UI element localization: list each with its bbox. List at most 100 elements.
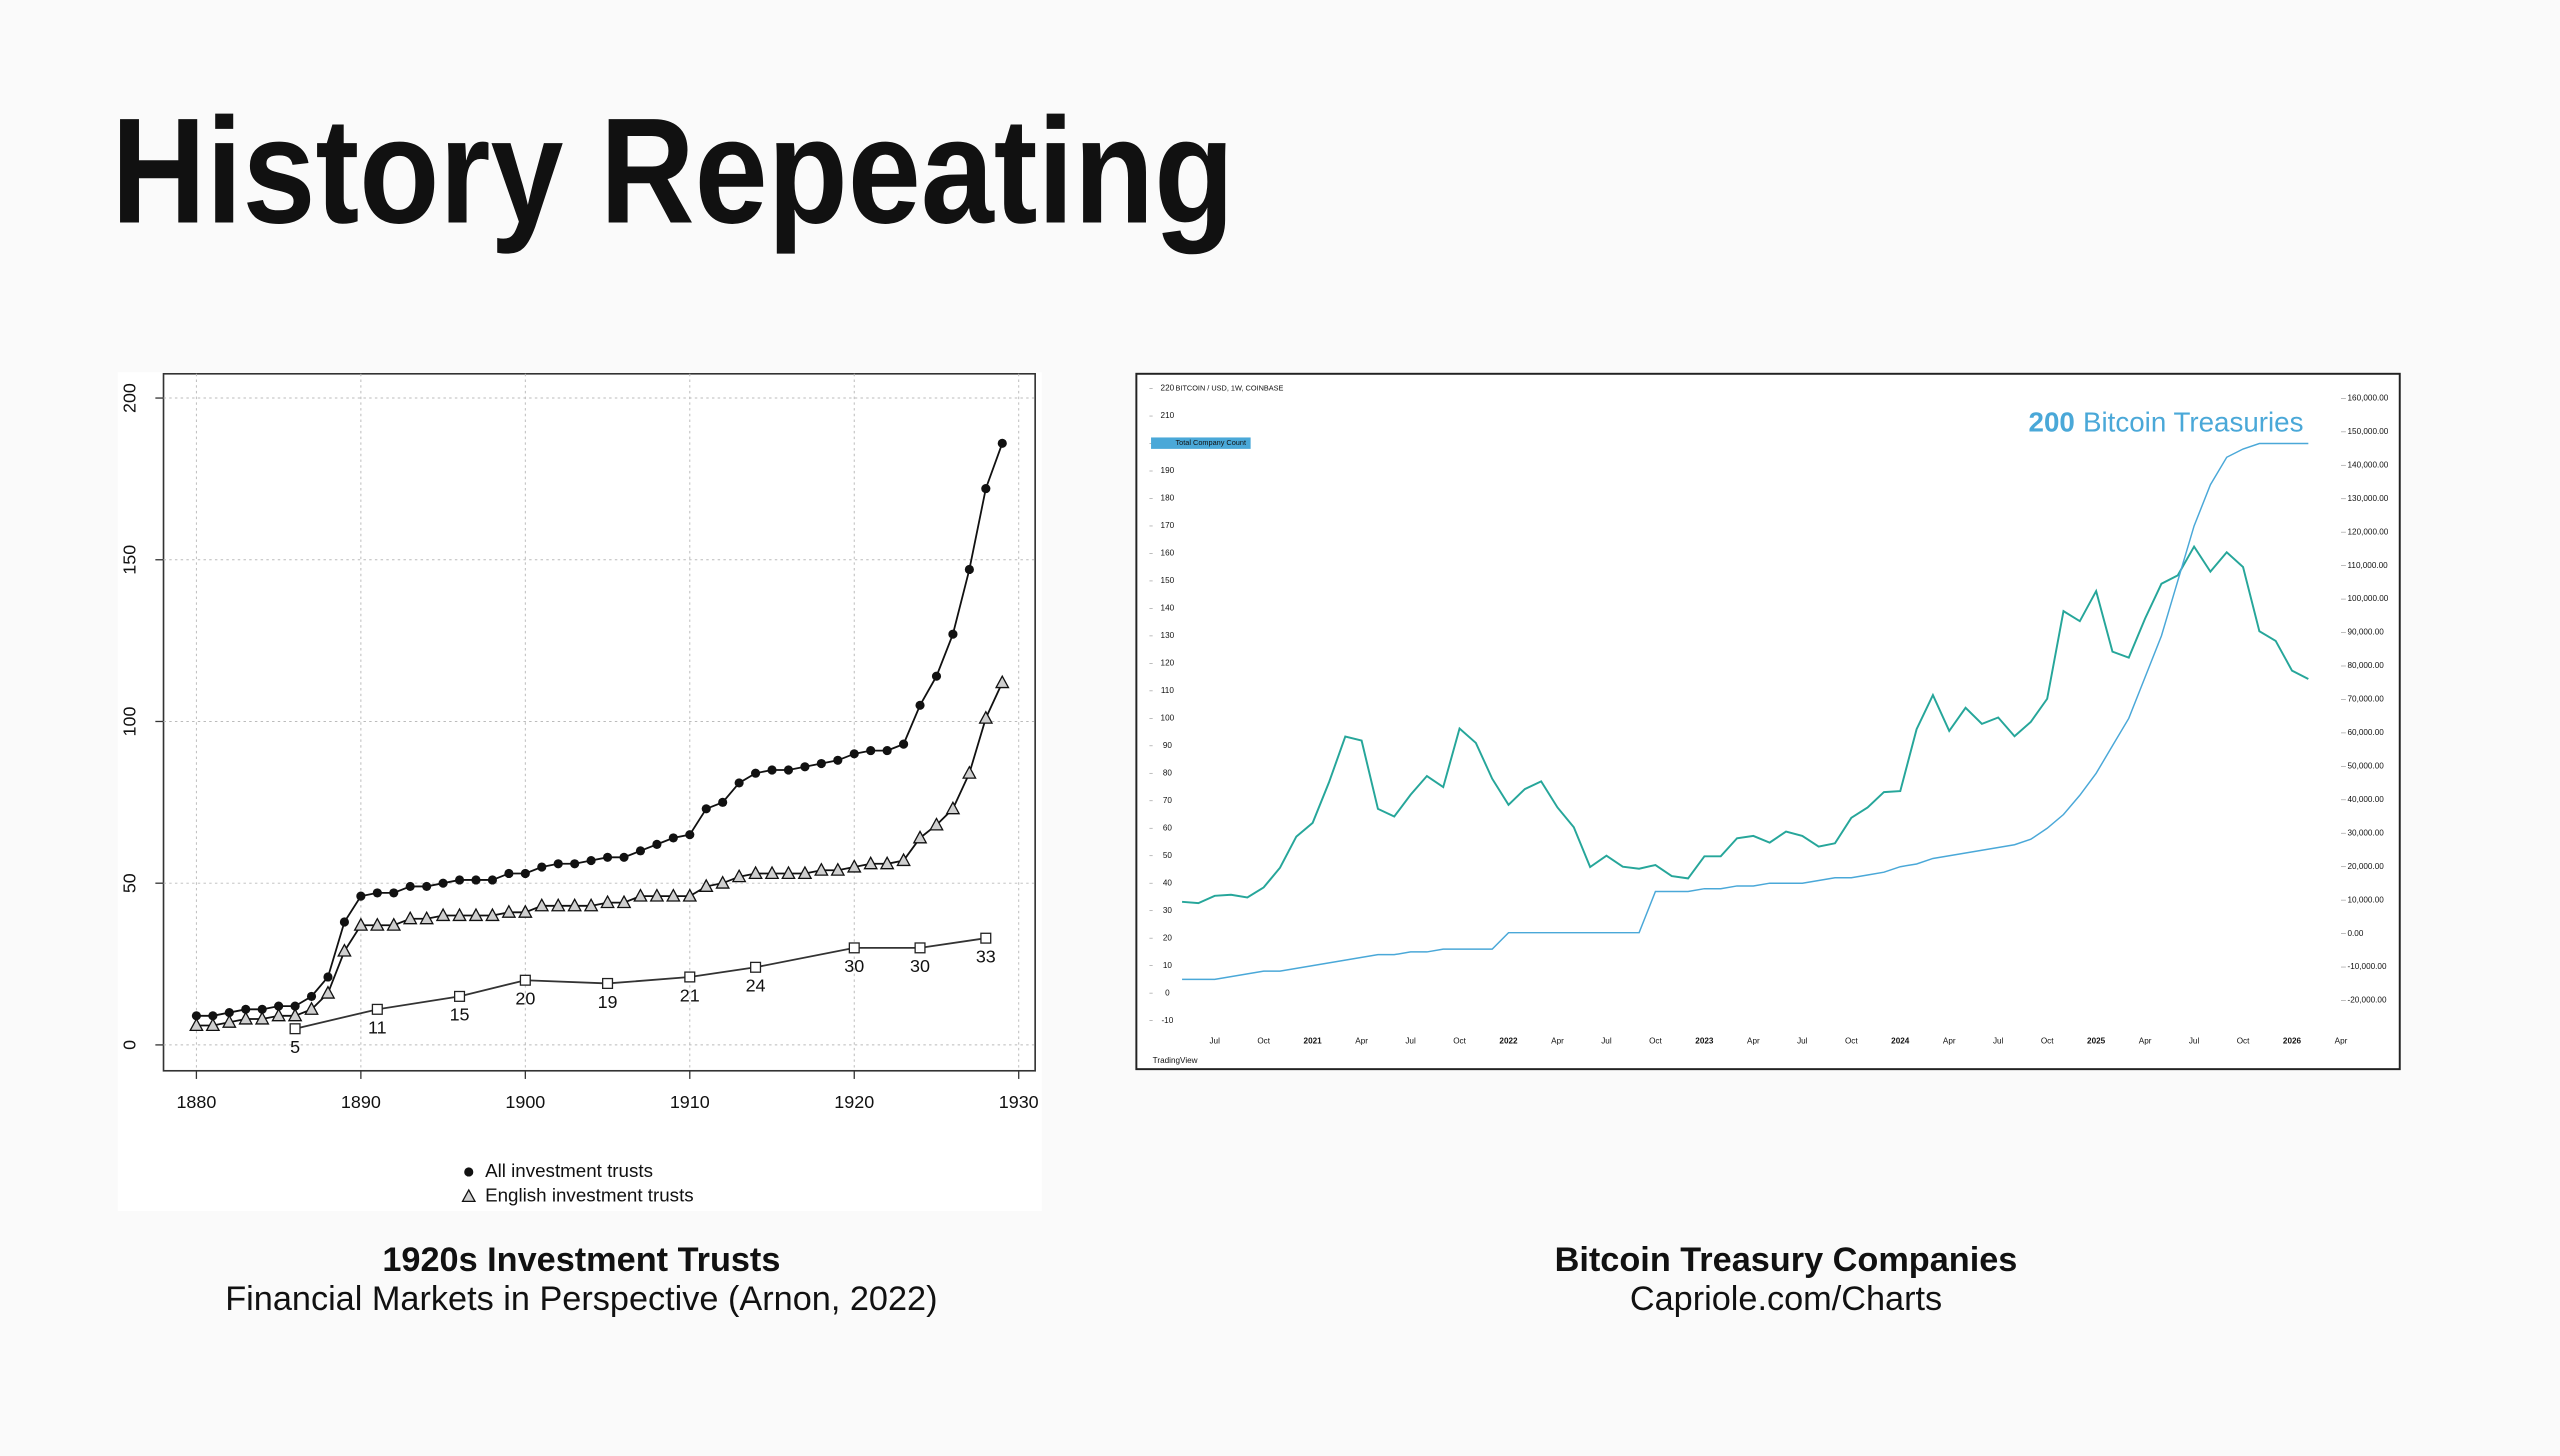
data-point bbox=[978, 710, 994, 724]
legend-label: Total Company Count bbox=[1176, 438, 1246, 447]
data-point bbox=[701, 804, 711, 814]
data-point bbox=[306, 991, 317, 1001]
data-point bbox=[800, 762, 810, 772]
data-point bbox=[718, 797, 728, 807]
y-tick-label: 70 bbox=[1163, 796, 1173, 805]
data-label: 30 bbox=[910, 956, 930, 976]
data-point bbox=[238, 1011, 254, 1025]
data-point bbox=[405, 881, 415, 891]
data-point bbox=[320, 985, 336, 999]
chart-source: Financial Markets in Perspective (Arnon,… bbox=[225, 1280, 937, 1318]
data-point bbox=[783, 765, 794, 775]
y2-tick-label: 70,000.00 bbox=[2348, 695, 2385, 704]
data-point bbox=[254, 1011, 270, 1025]
data-point bbox=[370, 917, 385, 931]
data-point bbox=[764, 865, 780, 880]
x-tick-label: Oct bbox=[1257, 1037, 1270, 1046]
data-point bbox=[454, 875, 465, 885]
y2-tick-label: 40,000.00 bbox=[2348, 795, 2385, 804]
data-point bbox=[553, 859, 563, 869]
y2-tick-label: 150,000.00 bbox=[2348, 427, 2389, 436]
data-point bbox=[189, 1017, 204, 1032]
y-tick-label: 10 bbox=[1163, 961, 1173, 970]
y-tick-label: 200 bbox=[120, 383, 140, 413]
chart-caption: Bitcoin Treasury Companies bbox=[1555, 1241, 2018, 1279]
data-point bbox=[600, 894, 615, 909]
x-tick-label: 1900 bbox=[505, 1092, 545, 1112]
data-point bbox=[668, 833, 678, 843]
chart-panel bbox=[1135, 372, 2401, 1071]
data-point bbox=[567, 897, 582, 912]
data-point bbox=[751, 768, 761, 778]
data-point bbox=[619, 852, 629, 862]
data-label: 11 bbox=[368, 1018, 387, 1038]
data-point bbox=[994, 674, 1010, 689]
y-tick-label: 170 bbox=[1161, 521, 1175, 530]
y2-tick-label: 30,000.00 bbox=[2348, 828, 2385, 837]
legend-marker bbox=[464, 1167, 474, 1177]
y2-tick-label: -10,000.00 bbox=[2348, 962, 2387, 971]
data-point bbox=[485, 907, 500, 922]
y-tick-label: 180 bbox=[1161, 494, 1175, 503]
y-tick-label: 210 bbox=[1161, 411, 1175, 420]
data-point bbox=[980, 932, 992, 944]
x-tick-label: Oct bbox=[1649, 1037, 1662, 1046]
x-tick-label: Apr bbox=[1943, 1037, 1956, 1046]
data-point bbox=[372, 888, 382, 898]
y-tick-label: -10 bbox=[1161, 1016, 1173, 1025]
watermark: TradingView bbox=[1153, 1056, 1198, 1065]
data-point bbox=[453, 990, 466, 1002]
data-point bbox=[731, 868, 747, 883]
data-point bbox=[616, 894, 632, 909]
data-point bbox=[929, 817, 944, 831]
y2-tick-label: 60,000.00 bbox=[2348, 728, 2385, 737]
data-point bbox=[896, 852, 911, 867]
data-label: 20 bbox=[515, 989, 535, 1009]
data-point bbox=[191, 1011, 201, 1021]
data-point bbox=[290, 1001, 300, 1011]
data-point bbox=[241, 1004, 251, 1014]
x-tick-label: Jul bbox=[2189, 1037, 2200, 1046]
data-point bbox=[652, 839, 662, 849]
x-tick-label: Oct bbox=[2041, 1037, 2054, 1046]
chart-panel bbox=[117, 372, 1042, 1212]
x-tick-label: Apr bbox=[1747, 1037, 1760, 1046]
data-point bbox=[337, 943, 352, 957]
x-tick-label: Jul bbox=[1209, 1037, 1220, 1046]
y2-tick-label: 120,000.00 bbox=[2348, 527, 2389, 536]
annotation-value: 200 bbox=[2029, 407, 2075, 438]
x-tick-label: Jul bbox=[1797, 1037, 1808, 1046]
data-label: 5 bbox=[290, 1037, 300, 1057]
data-point bbox=[698, 878, 714, 892]
data-point bbox=[537, 862, 547, 872]
data-point bbox=[830, 862, 846, 876]
x-tick-label: Jul bbox=[1601, 1037, 1612, 1046]
data-point bbox=[964, 564, 974, 575]
data-point bbox=[682, 888, 698, 902]
x-tick-label: 1890 bbox=[341, 1092, 381, 1112]
x-tick-label: 1930 bbox=[999, 1092, 1039, 1112]
x-tick-label: Jul bbox=[1405, 1037, 1416, 1046]
y-tick-label: 190 bbox=[1161, 466, 1175, 475]
y-tick-label: 40 bbox=[1163, 878, 1173, 887]
legend-marker bbox=[461, 1188, 477, 1203]
data-label: 24 bbox=[746, 976, 766, 996]
y2-tick-label: 80,000.00 bbox=[2348, 661, 2385, 670]
y-tick-label: 140 bbox=[1161, 604, 1175, 613]
data-point bbox=[304, 1001, 319, 1015]
data-point bbox=[356, 891, 366, 901]
data-point bbox=[519, 974, 531, 986]
y-tick-label: 0 bbox=[120, 1040, 140, 1050]
data-point bbox=[323, 972, 333, 982]
data-point bbox=[734, 778, 744, 788]
data-point bbox=[750, 961, 762, 973]
data-point bbox=[833, 755, 843, 765]
data-point bbox=[501, 904, 517, 918]
data-point bbox=[570, 859, 580, 869]
y-tick-label: 50 bbox=[1163, 851, 1173, 860]
data-point bbox=[649, 888, 665, 902]
x-tick-label: Apr bbox=[1355, 1037, 1368, 1046]
y2-tick-label: 140,000.00 bbox=[2348, 460, 2389, 469]
